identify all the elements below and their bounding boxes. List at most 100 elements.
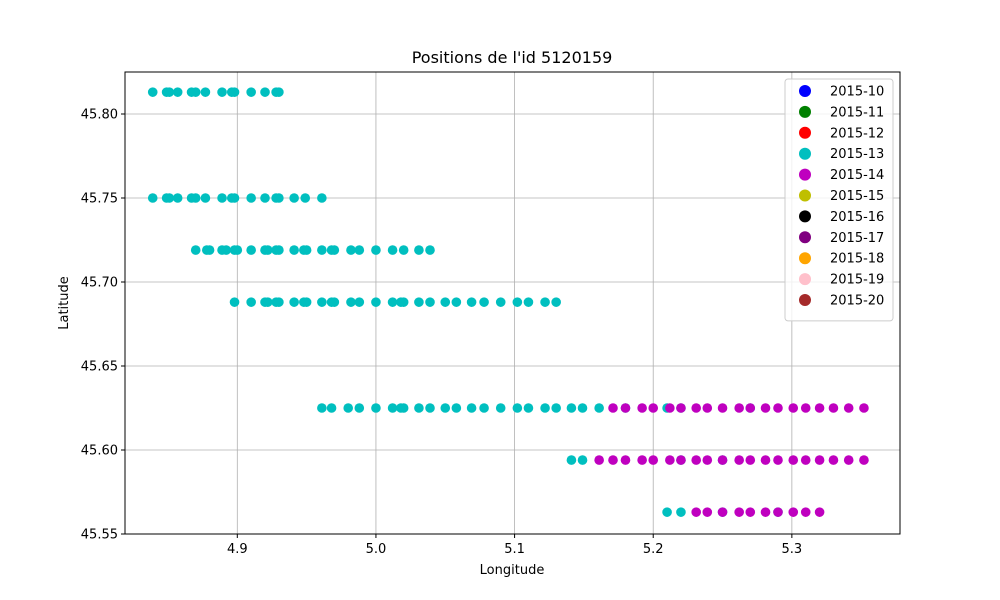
chart-title: Positions de l'id 5120159	[412, 48, 613, 67]
data-point-2015-13	[523, 403, 534, 413]
data-point-2015-13	[577, 403, 588, 413]
data-point-2015-13	[289, 297, 299, 307]
data-point-2015-14	[734, 403, 744, 413]
data-point-2015-13	[577, 455, 588, 465]
plot-frame	[124, 71, 901, 535]
data-point-2015-13	[274, 87, 284, 97]
data-point-2015-13	[540, 297, 550, 307]
data-point-2015-14	[637, 455, 647, 465]
data-point-2015-13	[147, 193, 158, 203]
legend-marker	[799, 85, 811, 97]
data-point-2015-13	[451, 297, 462, 307]
data-point-2015-14	[702, 455, 713, 465]
data-point-2015-13	[425, 403, 435, 413]
y-axis-title: Latitude	[57, 276, 72, 330]
data-point-2015-14	[760, 403, 771, 413]
data-point-2015-14	[608, 403, 618, 413]
data-point-2015-14	[717, 507, 728, 517]
data-point-2015-14	[648, 455, 659, 465]
x-tick-label: 5.3	[782, 542, 803, 557]
data-point-2015-13	[147, 87, 158, 97]
data-point-2015-13	[229, 87, 240, 97]
y-tick-label: 45.55	[81, 528, 118, 543]
data-point-2015-13	[354, 403, 365, 413]
data-point-2015-14	[745, 507, 756, 517]
legend-label: 2015-14	[830, 168, 884, 183]
data-point-2015-13	[551, 297, 561, 307]
data-point-2015-13	[274, 245, 284, 255]
data-point-2015-13	[371, 403, 381, 413]
data-point-2015-14	[702, 403, 713, 413]
legend-marker	[799, 105, 811, 118]
data-point-2015-13	[217, 87, 227, 97]
data-point-2015-13	[523, 297, 534, 307]
data-point-2015-14	[788, 403, 799, 413]
data-point-2015-14	[745, 455, 756, 465]
data-point-2015-14	[717, 455, 728, 465]
data-point-2015-13	[398, 403, 409, 413]
x-tick-label: 5.2	[643, 542, 664, 557]
data-point-2015-14	[773, 507, 783, 517]
data-point-2015-13	[172, 87, 183, 97]
data-point-2015-13	[566, 403, 577, 413]
data-point-2015-14	[594, 455, 604, 465]
data-point-2015-14	[788, 507, 799, 517]
data-point-2015-14	[608, 455, 618, 465]
data-point-2015-13	[479, 403, 489, 413]
data-point-2015-13	[662, 507, 672, 517]
data-point-2015-14	[828, 403, 839, 413]
legend-label: 2015-15	[830, 189, 884, 204]
legend-label: 2015-20	[830, 294, 884, 309]
x-axis-title: Longitude	[480, 563, 545, 578]
data-point-2015-14	[843, 403, 854, 413]
data-point-2015-13	[495, 403, 506, 413]
data-point-2015-13	[551, 403, 561, 413]
data-point-2015-13	[172, 193, 183, 203]
data-point-2015-13	[190, 87, 201, 97]
data-point-2015-13	[262, 297, 273, 307]
x-tick-label: 4.9	[227, 542, 248, 557]
legend-marker	[799, 252, 811, 265]
data-point-2015-13	[466, 403, 477, 413]
x-tick-label: 5.1	[504, 542, 525, 557]
data-point-2015-13	[326, 403, 337, 413]
data-point-2015-13	[414, 297, 424, 307]
data-point-2015-13	[246, 297, 256, 307]
legend-label: 2015-12	[830, 126, 884, 141]
legend-marker	[799, 273, 811, 286]
data-point-2015-13	[317, 297, 327, 307]
data-point-2015-13	[566, 455, 577, 465]
data-point-2015-13	[425, 245, 435, 255]
y-tick-label: 45.75	[81, 192, 118, 207]
data-point-2015-13	[289, 245, 299, 255]
data-point-2015-13	[300, 193, 311, 203]
data-point-2015-14	[637, 403, 647, 413]
data-point-2015-14	[760, 455, 771, 465]
data-point-2015-14	[676, 403, 686, 413]
y-tick-label: 45.80	[81, 108, 118, 123]
data-point-2015-13	[262, 245, 273, 255]
data-point-2015-13	[229, 297, 240, 307]
legend-label: 2015-19	[830, 273, 884, 288]
data-point-2015-13	[200, 87, 211, 97]
data-point-2015-13	[232, 245, 243, 255]
data-point-2015-13	[387, 245, 398, 255]
data-point-2015-13	[371, 245, 381, 255]
data-point-2015-13	[260, 87, 270, 97]
data-point-2015-14	[691, 403, 701, 413]
data-point-2015-14	[620, 403, 631, 413]
legend-marker	[799, 147, 811, 160]
data-point-2015-13	[246, 193, 256, 203]
data-point-2015-13	[289, 193, 299, 203]
data-point-2015-14	[814, 455, 825, 465]
legend-marker	[799, 210, 811, 223]
data-point-2015-13	[676, 507, 686, 517]
data-point-2015-13	[229, 193, 240, 203]
data-point-2015-13	[260, 193, 270, 203]
data-point-2015-13	[594, 403, 604, 413]
data-point-2015-14	[859, 455, 869, 465]
data-point-2015-13	[246, 87, 256, 97]
legend-label: 2015-13	[830, 147, 884, 162]
data-point-2015-14	[760, 507, 771, 517]
